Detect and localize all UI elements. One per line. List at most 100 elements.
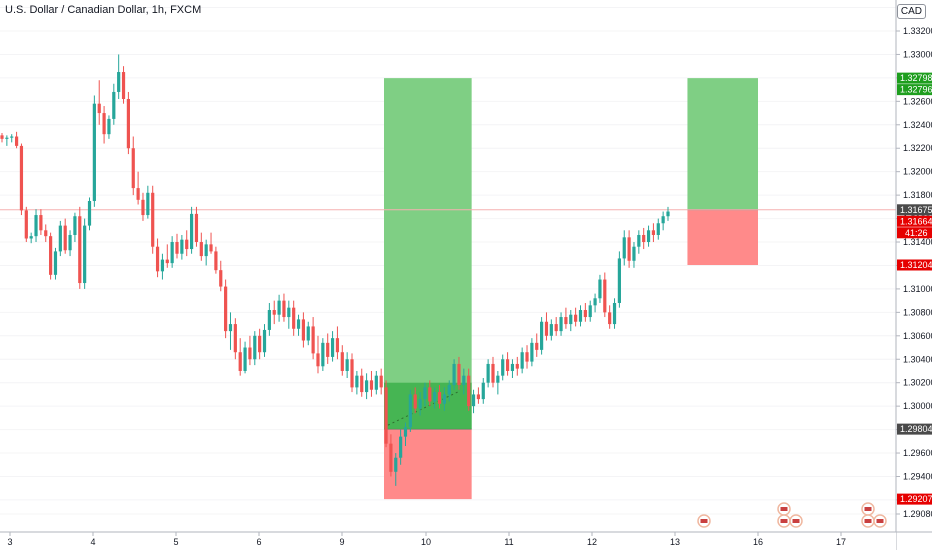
loss-zone[interactable]: [384, 429, 472, 500]
candle-body[interactable]: [219, 270, 223, 287]
candle-body[interactable]: [287, 307, 291, 318]
candle-body[interactable]: [510, 363, 515, 371]
candle-body[interactable]: [428, 387, 432, 402]
candle-body[interactable]: [253, 335, 257, 360]
candle-body[interactable]: [228, 324, 233, 332]
candle-body[interactable]: [544, 321, 549, 336]
candle-body[interactable]: [14, 136, 19, 146]
candle-body[interactable]: [554, 324, 558, 332]
candle-body[interactable]: [394, 457, 398, 472]
candle-body[interactable]: [83, 225, 87, 284]
candle-body[interactable]: [520, 352, 524, 369]
candle-body[interactable]: [350, 359, 354, 388]
candle-body[interactable]: [423, 387, 427, 400]
candle-body[interactable]: [535, 342, 539, 350]
candle-body[interactable]: [151, 192, 155, 247]
candle-body[interactable]: [369, 380, 374, 390]
candle-body[interactable]: [637, 234, 641, 247]
candle-body[interactable]: [574, 314, 578, 322]
candle-body[interactable]: [87, 200, 92, 226]
candle-body[interactable]: [277, 300, 281, 315]
candle-body[interactable]: [330, 338, 335, 357]
candle-body[interactable]: [126, 98, 130, 149]
candle-body[interactable]: [530, 342, 534, 362]
candle-body[interactable]: [175, 242, 179, 254]
candle-body[interactable]: [155, 246, 160, 272]
candle-body[interactable]: [569, 314, 573, 325]
candle-body[interactable]: [603, 279, 607, 313]
candle-body[interactable]: [306, 326, 310, 341]
candle-body[interactable]: [19, 145, 24, 211]
candle-body[interactable]: [505, 359, 510, 371]
candle-body[interactable]: [447, 385, 451, 395]
candle-body[interactable]: [661, 216, 665, 224]
candle-body[interactable]: [121, 72, 126, 99]
candle-body[interactable]: [272, 310, 276, 315]
candle-body[interactable]: [598, 279, 602, 299]
candle-body[interactable]: [224, 286, 228, 332]
candle-body[interactable]: [68, 234, 72, 251]
candle-body[interactable]: [617, 258, 621, 303]
candle-body[interactable]: [97, 103, 101, 114]
candle-body[interactable]: [452, 363, 456, 386]
profit-zone[interactable]: [687, 78, 758, 210]
candle-body[interactable]: [549, 324, 553, 336]
candle-body[interactable]: [238, 352, 242, 371]
candle-body[interactable]: [476, 394, 481, 400]
profit-zone[interactable]: [384, 78, 472, 430]
candle-body[interactable]: [593, 298, 597, 306]
candle-body[interactable]: [389, 443, 393, 472]
candle-body[interactable]: [364, 380, 369, 393]
candle-body[interactable]: [258, 335, 262, 353]
candle-body[interactable]: [656, 223, 660, 235]
candle-body[interactable]: [457, 363, 461, 386]
candle-body[interactable]: [340, 352, 344, 371]
candle-body[interactable]: [462, 375, 466, 386]
candle-body[interactable]: [78, 216, 82, 284]
candle-body[interactable]: [321, 342, 325, 367]
candle-body[interactable]: [5, 137, 9, 139]
candle-body[interactable]: [496, 375, 500, 383]
currency-button[interactable]: CAD: [896, 4, 926, 19]
candle-body[interactable]: [486, 363, 490, 383]
candle-body[interactable]: [248, 347, 252, 360]
candle-body[interactable]: [612, 302, 617, 325]
candle-body[interactable]: [588, 305, 592, 318]
candle-body[interactable]: [335, 338, 340, 353]
candle-body[interactable]: [627, 237, 631, 261]
candle-body[interactable]: [403, 427, 408, 437]
candle-body[interactable]: [622, 237, 626, 259]
candle-body[interactable]: [141, 199, 145, 216]
candle-body[interactable]: [632, 246, 636, 261]
candle-body[interactable]: [194, 213, 199, 243]
candle-body[interactable]: [301, 319, 306, 341]
candle-body[interactable]: [437, 392, 442, 404]
candle-body[interactable]: [292, 307, 296, 329]
candle-body[interactable]: [345, 359, 349, 371]
candle-body[interactable]: [360, 375, 364, 393]
candle-body[interactable]: [316, 353, 320, 367]
candle-body[interactable]: [146, 192, 150, 216]
candle-body[interactable]: [204, 244, 208, 257]
candle-body[interactable]: [160, 259, 165, 272]
candle-body[interactable]: [608, 312, 612, 325]
candle-body[interactable]: [578, 310, 583, 322]
candle-body[interactable]: [491, 363, 495, 383]
candle-body[interactable]: [199, 242, 203, 257]
candle-body[interactable]: [117, 72, 121, 92]
candle-body[interactable]: [29, 236, 33, 239]
candle-body[interactable]: [384, 387, 388, 444]
candle-body[interactable]: [374, 375, 378, 390]
candle-body[interactable]: [296, 319, 301, 329]
candle-body[interactable]: [651, 230, 656, 235]
candle-body[interactable]: [63, 225, 67, 251]
candle-body[interactable]: [564, 317, 568, 325]
candle-body[interactable]: [185, 239, 189, 250]
candle-body[interactable]: [471, 394, 476, 407]
candle-body[interactable]: [92, 103, 96, 201]
candle-body[interactable]: [525, 352, 529, 362]
candle-body[interactable]: [515, 363, 519, 369]
candle-body[interactable]: [262, 329, 267, 353]
